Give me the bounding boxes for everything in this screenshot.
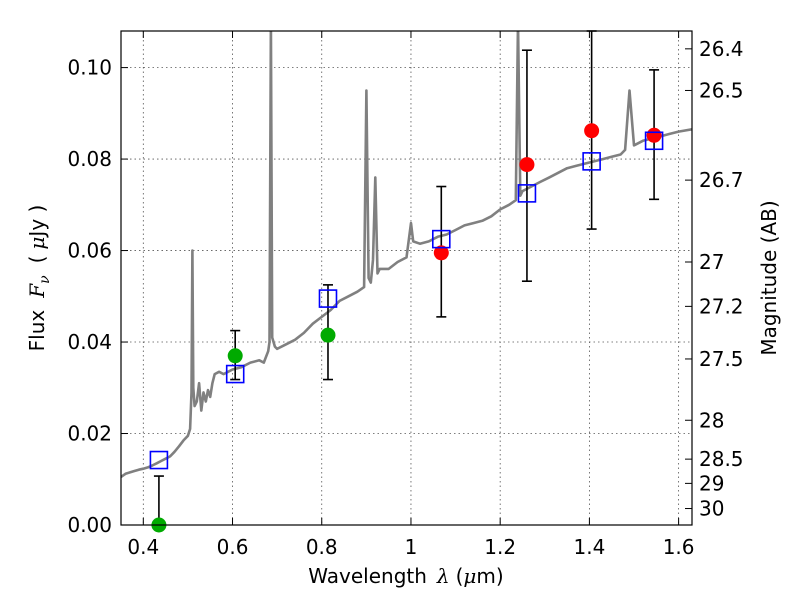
y2-tick-label: 26.7 xyxy=(699,168,744,192)
model-point xyxy=(149,450,169,470)
y2-tick-label: 28.5 xyxy=(699,447,744,471)
x-tick-label: 1.6 xyxy=(663,535,695,559)
x-tick-label: 0.4 xyxy=(127,535,159,559)
x-axis-label: Wavelength λ (μm) xyxy=(308,564,503,588)
observed-point xyxy=(646,127,662,143)
y-tick-label: 0.10 xyxy=(67,56,112,80)
y2-tick-label: 26.5 xyxy=(699,78,744,102)
observed-point xyxy=(227,348,243,364)
observed-point xyxy=(519,157,535,173)
spectrum-line xyxy=(121,31,692,479)
y2-tick-label: 27.5 xyxy=(699,347,744,371)
model-point xyxy=(225,364,245,384)
observed-point xyxy=(584,123,600,139)
x-tick-label: 1 xyxy=(405,535,418,559)
y-tick-label: 0.02 xyxy=(67,422,112,446)
y2-tick-label: 28 xyxy=(699,408,724,432)
y-tick-label: 0.06 xyxy=(67,239,112,263)
model-point xyxy=(582,152,601,171)
model-point xyxy=(644,131,664,151)
x-tick-label: 1.2 xyxy=(484,535,516,559)
y2-tick-label: 29 xyxy=(699,471,724,495)
observed-point xyxy=(433,245,449,261)
y2-tick-label: 27.2 xyxy=(699,294,744,318)
y-tick-label: 0.04 xyxy=(67,330,112,354)
x-axis-ticks: 0.4 0.6 0.8 1 1.2 1.4 1.6 xyxy=(127,31,695,559)
observed-point xyxy=(320,327,336,343)
y2-axis-label: Magnitude (AB) xyxy=(757,200,781,355)
x-tick-label: 0.6 xyxy=(217,535,249,559)
y2-tick-label: 26.4 xyxy=(699,37,744,61)
y-tick-label: 0.08 xyxy=(67,147,112,171)
x-tick-label: 1.4 xyxy=(573,535,605,559)
y2-tick-label: 30 xyxy=(699,497,724,521)
model-point xyxy=(431,229,451,249)
model-photometry-layer xyxy=(149,131,664,470)
y-axis-label: FluxFν(μJy ) xyxy=(25,205,53,352)
spectrum-layer xyxy=(121,31,692,479)
x-tick-label: 0.8 xyxy=(306,535,338,559)
y2-tick-label: 27 xyxy=(699,250,724,274)
plot-frame xyxy=(120,30,693,526)
y-tick-label: 0.00 xyxy=(67,513,112,537)
model-point xyxy=(517,184,537,203)
y-axis-ticks: 0.00 0.02 0.04 0.06 0.08 0.10 xyxy=(67,56,128,537)
model-point xyxy=(318,289,338,308)
